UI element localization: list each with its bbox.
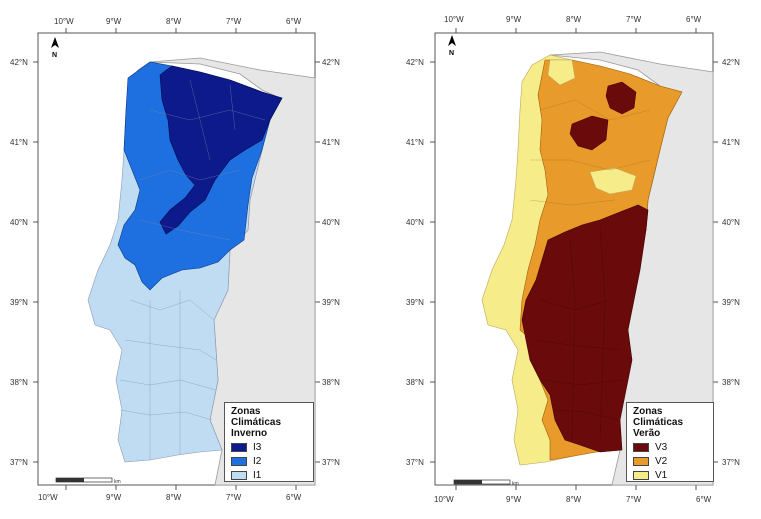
y-tick-right-41n: 41°N [322, 138, 340, 147]
swatch-v1 [633, 471, 649, 480]
x-tick-top-9w: 9°W [106, 17, 122, 26]
summer-map: N km 10°W 9°W 8°W 7°W 6°W 10°W 9°W 8°W 7… [406, 15, 740, 504]
legend-item-i2: I2 [231, 456, 307, 467]
swatch-i2 [231, 457, 247, 466]
y-tick-right-38n: 38°N [722, 378, 740, 387]
y-tick-right-40n: 40°N [322, 218, 340, 227]
y-tick-right-39n: 39°N [722, 298, 740, 307]
legend-item-v1: V1 [633, 470, 707, 481]
x-tick-top-6w: 6°W [286, 17, 302, 26]
zone-v1-pocket-north [547, 59, 576, 86]
x-tick-bottom-10w: 10°W [434, 495, 454, 504]
y-tick-right-41n: 41°N [722, 138, 740, 147]
svg-text:N: N [52, 52, 57, 59]
y-tick-left-37n: 37°N [10, 458, 28, 467]
svg-text:km: km [114, 479, 121, 485]
legend-item-i3: I3 [231, 442, 307, 453]
y-tick-right-39n: 39°N [322, 298, 340, 307]
x-tick-top-8w: 8°W [166, 17, 182, 26]
y-tick-left-38n: 38°N [10, 378, 28, 387]
x-tick-top-7w: 7°W [226, 17, 242, 26]
winter-map-panel: N km 10°W 9°W 8°W 7°W 6°W 10°W 9°W 8°W 7… [0, 0, 340, 519]
winter-legend: Zonas Climáticas Inverno I3 I2 I1 [224, 402, 314, 482]
legend-item-v2: V2 [633, 456, 707, 467]
y-tick-right-42n: 42°N [322, 58, 340, 67]
x-tick-bottom-7w: 7°W [626, 495, 642, 504]
x-tick-bottom-6w: 6°W [286, 493, 302, 502]
x-tick-top-9w: 9°W [506, 15, 522, 24]
y-tick-right-42n: 42°N [722, 58, 740, 67]
legend-item-i1: I1 [231, 470, 307, 481]
x-tick-bottom-8w: 8°W [566, 495, 582, 504]
x-tick-top-7w: 7°W [626, 15, 642, 24]
legend-subtitle: Inverno [231, 428, 268, 439]
y-tick-right-37n: 37°N [722, 458, 740, 467]
x-tick-bottom-7w: 7°W [226, 493, 242, 502]
summer-map-panel: N km 10°W 9°W 8°W 7°W 6°W 10°W 9°W 8°W 7… [400, 0, 761, 519]
zone-v1-pocket [589, 167, 637, 195]
y-tick-right-37n: 37°N [322, 458, 340, 467]
north-arrow-icon: N [51, 37, 59, 59]
y-tick-right-40n: 40°N [722, 218, 740, 227]
scale-bar: km [55, 477, 121, 485]
north-arrow-icon: N [448, 35, 456, 57]
swatch-v2 [633, 457, 649, 466]
y-tick-left-39n: 39°N [10, 298, 28, 307]
zone-i3-region [159, 65, 283, 235]
zone-v3-north-pocket [605, 81, 637, 115]
legend-title: Zonas Climáticas [633, 406, 684, 428]
swatch-i1 [231, 471, 247, 480]
x-tick-top-10w: 10°W [54, 17, 74, 26]
x-tick-bottom-6w: 6°W [696, 495, 712, 504]
legend-title: Zonas Climáticas [231, 406, 282, 428]
x-tick-bottom-8w: 8°W [166, 493, 182, 502]
zone-v3-region [521, 204, 649, 453]
y-tick-left-38n: 38°N [406, 378, 424, 387]
summer-legend: Zonas Climáticas Verão V3 V2 V1 [626, 402, 714, 482]
y-tick-left-42n: 42°N [10, 58, 28, 67]
x-tick-bottom-9w: 9°W [506, 495, 522, 504]
y-tick-left-40n: 40°N [406, 218, 424, 227]
zone-v3-north-pocket-2 [569, 115, 609, 151]
legend-subtitle: Verão [633, 428, 661, 439]
x-tick-bottom-9w: 9°W [106, 493, 122, 502]
x-tick-top-8w: 8°W [566, 15, 582, 24]
y-tick-right-38n: 38°N [322, 378, 340, 387]
legend-item-v3: V3 [633, 442, 707, 453]
swatch-i3 [231, 443, 247, 452]
x-tick-top-10w: 10°W [444, 15, 464, 24]
y-tick-left-39n: 39°N [406, 298, 424, 307]
y-tick-left-42n: 42°N [406, 58, 424, 67]
x-tick-top-6w: 6°W [686, 15, 702, 24]
swatch-v3 [633, 443, 649, 452]
scale-bar: km [453, 479, 519, 487]
y-tick-left-41n: 41°N [10, 138, 28, 147]
svg-text:N: N [449, 50, 454, 57]
svg-text:km: km [512, 481, 519, 487]
y-tick-left-41n: 41°N [406, 138, 424, 147]
y-tick-left-40n: 40°N [10, 218, 28, 227]
y-tick-left-37n: 37°N [406, 458, 424, 467]
x-tick-bottom-10w: 10°W [38, 493, 58, 502]
